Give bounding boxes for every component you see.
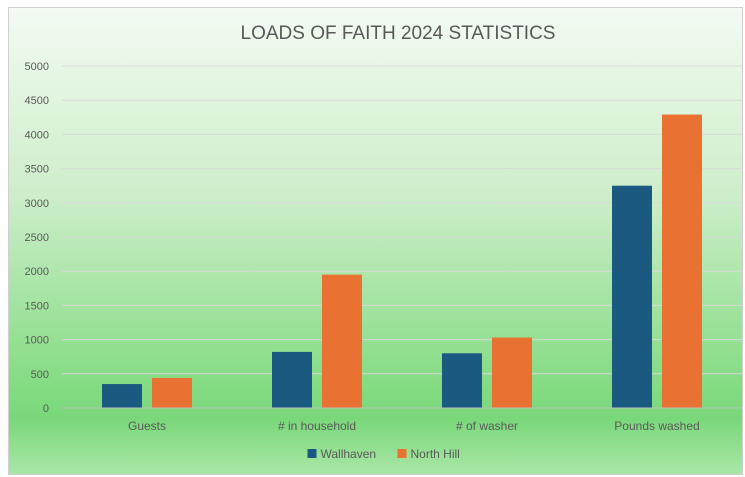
x-axis-categories: Guests # in household # of washer Pounds wa… [128, 419, 700, 433]
y-tick-label: 3000 [25, 198, 49, 210]
y-tick-label: 500 [31, 369, 49, 381]
y-tick-label: 5000 [25, 61, 49, 73]
chart-area: LOADS OF FAITH 2024 STATISTICS 0 500 1000 1… [8, 7, 743, 475]
x-category-label: Pounds washed [614, 419, 699, 433]
bar-north-hill [322, 274, 362, 408]
y-tick-label: 2000 [25, 266, 49, 278]
y-tick-label: 1000 [25, 335, 49, 347]
x-category-label: Guests [128, 419, 166, 433]
bar-chart: LOADS OF FAITH 2024 STATISTICS 0 500 1000 1… [25, 23, 742, 461]
bar-wallhaven [442, 353, 482, 408]
y-tick-label: 4500 [25, 95, 49, 107]
y-tick-label: 3500 [25, 164, 49, 176]
legend: Wallhaven North Hill [307, 447, 460, 461]
bar-north-hill [662, 114, 702, 409]
y-axis-ticks: 0 500 1000 1500 2000 2500 3000 3500 4000 4500 5000 [25, 61, 49, 415]
chart-title: LOADS OF FAITH 2024 STATISTICS [241, 23, 556, 44]
y-tick-label: 0 [43, 403, 49, 415]
legend-label: Wallhaven [321, 447, 377, 461]
bars [102, 114, 702, 409]
gridlines [62, 65, 742, 375]
bar-wallhaven [272, 351, 312, 408]
legend-swatch [397, 449, 407, 458]
bar-north-hill [492, 337, 532, 408]
bar-north-hill [152, 377, 192, 408]
legend-label: North Hill [411, 447, 460, 461]
x-category-label: # of washer [456, 419, 518, 433]
y-tick-label: 1500 [25, 300, 49, 312]
bar-wallhaven [102, 384, 142, 408]
legend-swatch [307, 449, 317, 458]
y-tick-label: 2500 [25, 232, 49, 244]
y-tick-label: 4000 [25, 129, 49, 141]
x-category-label: # in household [278, 419, 356, 433]
bar-wallhaven [612, 185, 652, 408]
